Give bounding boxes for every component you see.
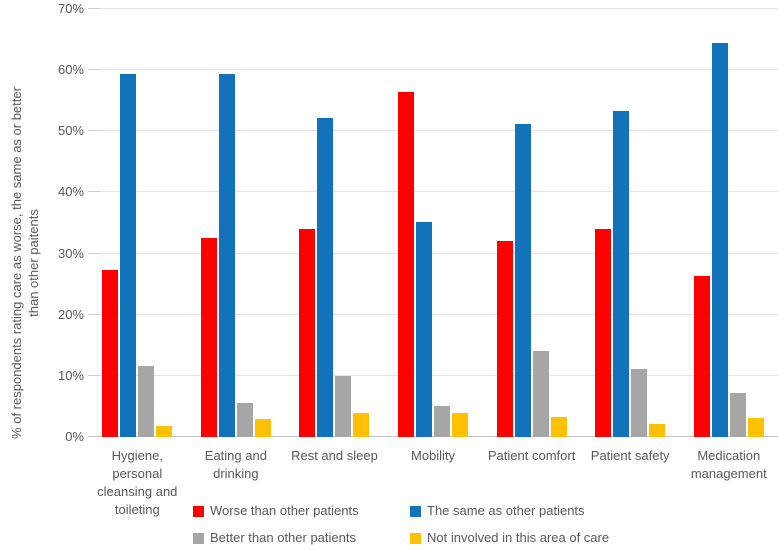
- gridline: [88, 8, 778, 9]
- y-tick-label: 0%: [65, 429, 84, 444]
- bar: [649, 424, 666, 437]
- y-tick-label: 50%: [57, 123, 84, 139]
- bar: [514, 123, 531, 437]
- bar: [434, 406, 451, 437]
- y-axis-tickmark: [88, 130, 100, 132]
- x-category-label: Patient comfort: [487, 448, 576, 463]
- bar: [317, 117, 334, 437]
- bar: [398, 91, 415, 437]
- x-axis-labels: Hygiene, personal cleansing and toiletin…: [88, 447, 778, 519]
- bar: [218, 74, 235, 437]
- gridline: [88, 191, 778, 193]
- y-tick-label: 70%: [57, 1, 84, 16]
- x-category-label: Medication management: [690, 448, 767, 481]
- y-axis-title: % of respondents rating care as worse, t…: [8, 48, 42, 478]
- legend-item: Worse than other patients: [193, 503, 359, 519]
- bar: [120, 73, 137, 437]
- legend-item: The same as other patients: [410, 503, 585, 519]
- bar: [236, 402, 253, 437]
- bar: [613, 110, 630, 437]
- y-axis-title-line-2: than other paitents: [26, 209, 41, 317]
- bar: [711, 43, 728, 437]
- gridline: [88, 130, 778, 132]
- legend-label: The same as other patients: [427, 503, 585, 518]
- plot-area: [88, 8, 778, 437]
- bar: [200, 237, 217, 437]
- bar: [452, 412, 469, 437]
- bar: [254, 419, 271, 437]
- y-tick-label: 10%: [57, 367, 84, 383]
- x-category-label: Hygiene, personal cleansing and toiletin…: [97, 448, 178, 517]
- x-category-label: Patient safety: [590, 448, 670, 463]
- gridline: [88, 69, 778, 71]
- y-axis-title-line-1: % of respondents rating care as worse, t…: [9, 87, 24, 439]
- bar-group: [187, 74, 286, 437]
- y-axis-tickmark: [88, 69, 100, 71]
- bar: [416, 221, 433, 437]
- bar: [729, 393, 746, 437]
- bar: [747, 418, 764, 437]
- bar: [532, 351, 549, 437]
- legend: Worse than other patients The same as oth…: [88, 503, 778, 550]
- legend-label: Not involved in this area of care: [427, 530, 610, 545]
- gridline: [88, 252, 778, 254]
- legend-label: Better than other patients: [210, 530, 356, 545]
- bar: [353, 413, 370, 437]
- y-axis-tickmark: [88, 191, 100, 193]
- bar: [156, 426, 173, 437]
- x-category-label: Rest and sleep: [291, 448, 378, 463]
- x-category-label: Eating and drinking: [204, 448, 267, 481]
- bar: [138, 365, 155, 437]
- bar-group: [679, 43, 778, 437]
- bar-group: [581, 110, 680, 437]
- y-tick-label: 60%: [57, 62, 84, 78]
- legend-item: Not involved in this area of care: [410, 530, 609, 546]
- bar: [550, 417, 567, 437]
- bar-group: [482, 123, 581, 437]
- gridline: [88, 374, 778, 376]
- bar-groups: [88, 9, 778, 437]
- legend-swatch: [410, 532, 421, 544]
- bar: [631, 369, 648, 437]
- y-axis-tickmark: [88, 252, 100, 254]
- legend-swatch: [193, 505, 204, 517]
- bar-group: [285, 117, 384, 437]
- y-axis-tickmark: [88, 313, 100, 315]
- legend-label: Worse than other patients: [210, 503, 359, 518]
- bar: [693, 276, 710, 437]
- bar: [595, 228, 612, 437]
- legend-swatch: [193, 532, 204, 544]
- bar: [102, 269, 119, 437]
- y-axis-tickmark: [88, 8, 100, 9]
- x-axis-line: [88, 436, 778, 437]
- y-tick-label: 30%: [57, 245, 84, 261]
- x-category-label: Mobility: [410, 448, 456, 463]
- bar: [299, 229, 316, 437]
- bar: [496, 240, 513, 437]
- bar-group: [88, 73, 187, 437]
- y-tick-label: 20%: [57, 306, 84, 322]
- y-axis-tickmark: [88, 374, 100, 376]
- y-tick-label: 40%: [57, 184, 84, 200]
- gridline: [88, 313, 778, 315]
- bar-group: [384, 91, 483, 437]
- legend-item: Better than other patients: [193, 530, 356, 546]
- legend-swatch: [410, 505, 421, 517]
- bar: [335, 375, 352, 437]
